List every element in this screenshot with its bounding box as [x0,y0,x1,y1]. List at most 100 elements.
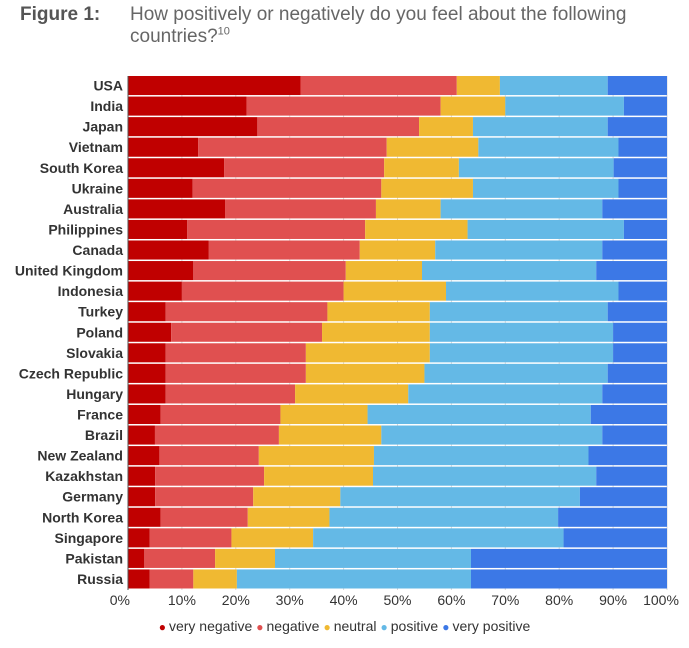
bar-segment-negative [165,384,296,404]
bar-segment-positive [408,384,603,404]
category-label: Russia [77,571,123,587]
bar-segment-very-negative [128,158,225,178]
bar-segment-positive [429,343,614,363]
figure-title: How positively or negatively do you feel… [130,4,675,48]
bar-segment-positive [340,487,580,507]
bar-segment-very-positive [607,117,667,137]
bar-segment-very-negative [128,363,166,383]
category-label: Poland [76,324,123,340]
category-label: Turkey [78,304,123,320]
bar-segment-negative [193,261,346,281]
bar-segment-very-negative [128,466,156,486]
bar-segment-positive [440,199,603,219]
bar-segment-very-negative [128,240,209,260]
bar-segment-neutral [305,343,430,363]
figure-title-text: How positively or negatively do you feel… [130,4,627,47]
bar-segment-very-negative [128,76,301,96]
bar-segment-very-positive [579,487,667,507]
bar-segment-neutral [247,507,330,527]
bar-segment-neutral [440,96,506,116]
x-tick-label: 40% [330,592,358,608]
bar-segment-negative [181,281,344,301]
bar-segment-neutral [278,425,382,445]
category-label: United Kingdom [15,263,123,279]
bar-segment-very-negative [128,281,182,301]
legend-item-neutral: ● neutral [323,618,376,634]
bar-segment-positive [329,507,559,527]
bar-segment-negative [155,466,265,486]
bar-segment-negative [165,343,306,363]
bar-segment-positive [381,425,603,445]
bar-segment-neutral [280,404,368,425]
x-tick-label: 20% [222,592,250,608]
bar-segment-positive [472,117,608,137]
category-label: Ukraine [72,180,124,196]
figure-footnote: 10 [217,25,230,38]
bar-segment-very-negative [128,137,199,157]
bar-segment-neutral [375,199,441,219]
bar-segment-very-negative [128,487,156,507]
category-label: Indonesia [58,283,124,299]
legend-dot-icon: ● [323,620,331,634]
x-tick-label: 90% [599,592,627,608]
bar-segment-very-negative [128,384,166,404]
bar-segment-neutral [264,466,373,486]
bar-segment-positive [505,96,624,116]
bar-segment-neutral [258,446,374,466]
bar-segment-negative [165,363,306,383]
bar-segment-very-positive [558,507,667,527]
x-tick-label: 80% [545,592,573,608]
category-label: Czech Republic [19,365,123,381]
bar-segment-very-positive [602,240,667,260]
category-label: Hungary [66,386,123,402]
bar-segment-very-negative [128,302,166,322]
bar-segment-very-positive [618,281,667,301]
bar-segment-very-positive [596,466,667,486]
bar-segment-very-negative [128,322,172,342]
bar-segment-neutral [295,384,409,404]
bar-segment-neutral [231,528,314,548]
bar-segment-very-positive [613,322,667,342]
bar-segment-positive [435,240,603,260]
category-label: Vietnam [69,139,123,155]
bar-segment-very-negative [128,507,161,527]
bar-segment-very-negative [128,528,150,548]
legend-item-negative: ● negative [256,618,319,634]
x-tick-label: 10% [168,592,196,608]
category-label: Singapore [55,530,124,546]
bar-segment-negative [154,425,279,445]
x-tick-label: 70% [491,592,519,608]
legend-item-very-negative: ● very negative [159,618,253,634]
bar-segment-positive [424,363,608,383]
bar-segment-neutral [381,178,473,198]
bar-segment-positive [313,528,564,548]
stacked-bar-chart: USA India Japan Vietnam South Korea Ukraine Au… [15,76,679,608]
bar-segment-very-positive [602,384,667,404]
legend-dot-icon: ● [442,620,450,634]
bar-segment-positive [478,137,619,157]
bar-segment-very-positive [613,158,667,178]
bar-segment-neutral [365,219,468,239]
bar-segment-negative [246,96,441,116]
bar-segment-very-positive [596,261,667,281]
legend-item-very-positive: ● very positive [442,618,530,634]
bar-segment-very-negative [128,96,247,116]
bar-segment-neutral [193,569,237,589]
bar-segment-very-positive [588,446,667,466]
bar-segment-negative [160,507,248,527]
category-label: Australia [63,201,123,217]
bar-segment-very-negative [128,199,226,219]
bar-segment-very-negative [128,261,194,281]
bar-segment-very-positive [613,343,667,363]
category-label: Canada [72,242,123,258]
bar-segment-positive [367,404,591,425]
category-label: Germany [62,489,123,505]
bar-segment-positive [422,261,597,281]
bar-segment-very-positive [471,548,667,568]
category-label: Brazil [85,427,123,443]
legend-label: positive [390,618,439,634]
x-tick-label: 0% [110,592,130,608]
bar-segment-neutral [345,261,422,281]
category-label: South Korea [40,160,123,176]
x-tick-label: 50% [383,592,411,608]
